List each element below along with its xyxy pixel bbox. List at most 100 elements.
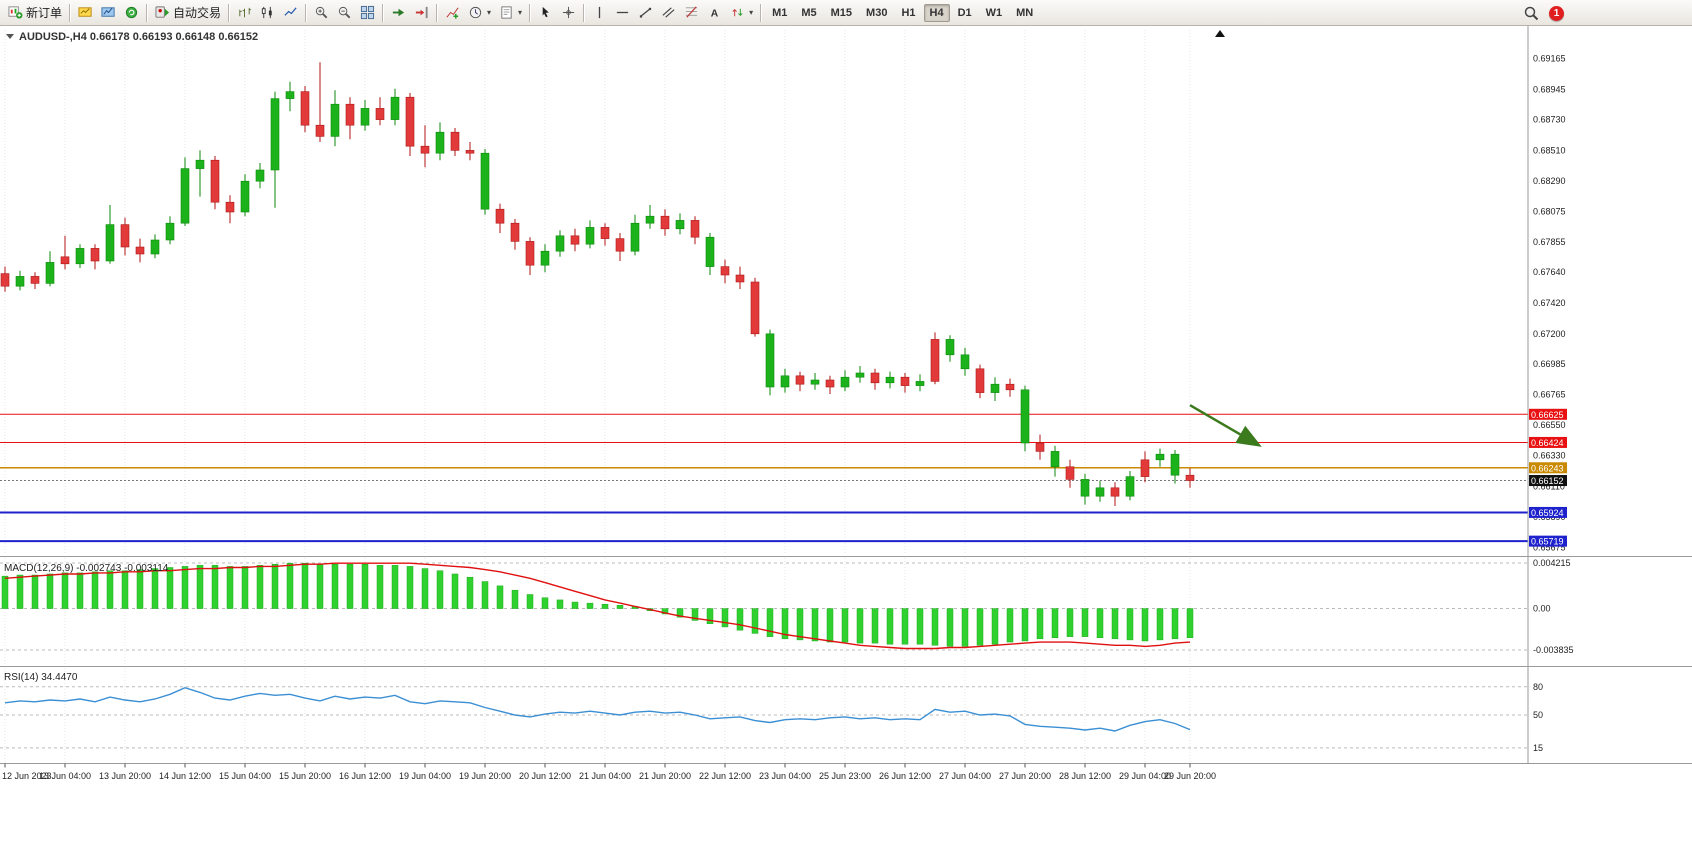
toolbar-separator (305, 3, 308, 22)
macd-histogram-bar (1021, 608, 1029, 642)
autotrading-button[interactable]: 自动交易 (151, 1, 225, 25)
arrows-tool-button[interactable]: ▾ (726, 1, 757, 25)
time-axis-label: 22 Jun 12:00 (699, 771, 751, 781)
one-click-trading-toggle[interactable] (6, 34, 14, 39)
line-chart-button[interactable] (279, 1, 302, 25)
vertical-line-tool-button[interactable] (588, 1, 611, 25)
macd-histogram-bar (301, 562, 309, 609)
candle-body (810, 379, 820, 385)
auto-scroll-icon (392, 8, 405, 17)
timeframe-button-m30[interactable]: M30 (866, 6, 888, 19)
macd-histogram-bar (886, 608, 894, 645)
candle-body (1170, 453, 1180, 476)
price-axis-label: 0.68075 (1533, 206, 1566, 216)
indicators-button[interactable] (441, 1, 464, 25)
macd-histogram-bar (241, 566, 249, 609)
tile-windows-button[interactable] (356, 1, 379, 25)
trend-arrow-annotation[interactable] (1189, 404, 1262, 447)
refresh-button[interactable] (120, 1, 143, 25)
time-axis-label: 26 Jun 12:00 (879, 771, 931, 781)
macd-histogram-bar (196, 565, 204, 609)
candle-body (255, 169, 265, 182)
zoom-out-button[interactable] (333, 1, 356, 25)
price-chart-canvas[interactable]: AUDUSD-,H4 0.66178 0.66193 0.66148 0.661… (0, 26, 1692, 848)
toolbar-separator (382, 3, 385, 22)
notification-badge[interactable]: 1 (1549, 5, 1564, 21)
candle-body (630, 222, 640, 252)
new-chart-button[interactable] (74, 1, 97, 25)
time-axis-label: 27 Jun 04:00 (939, 771, 991, 781)
main-toolbar: 新订单 自动交易 (0, 0, 1692, 26)
timeframe-button-h4[interactable]: H4 (923, 3, 950, 22)
timeframe-button-mn[interactable]: MN (1016, 6, 1034, 19)
candlestick-chart-button[interactable] (256, 1, 279, 25)
macd-axis-label: 0.00 (1533, 604, 1551, 614)
templates-button[interactable]: ▾ (495, 1, 526, 25)
macd-histogram-bar (1171, 608, 1179, 640)
candle-body (270, 98, 280, 171)
macd-histogram-bar (1111, 608, 1119, 640)
rsi-label: RSI(14) 34.4470 (4, 672, 78, 683)
cursor-button[interactable] (534, 1, 557, 25)
time-axis-label: 21 Jun 04:00 (579, 771, 631, 781)
macd-histogram-bar (1006, 608, 1014, 643)
candle-body (555, 235, 565, 252)
candle-body (60, 256, 70, 265)
price-level-badge-text: 0.66424 (1531, 438, 1564, 448)
crosshair-button[interactable] (557, 1, 580, 25)
fibonacci-tool-button[interactable] (680, 1, 703, 25)
search-icon (1524, 6, 1539, 21)
macd-histogram-bar (136, 569, 144, 609)
channel-tool-button[interactable] (657, 1, 680, 25)
candle-body (105, 224, 115, 262)
macd-histogram-bar (676, 608, 684, 618)
timeframe-button-d1[interactable]: D1 (957, 6, 972, 19)
price-axis-label: 0.68510 (1533, 145, 1566, 155)
rsi-axis-label: 15 (1533, 743, 1543, 753)
new-order-button[interactable]: 新订单 (4, 1, 66, 25)
time-axis-label: 20 Jun 12:00 (519, 771, 571, 781)
chart-shift-marker[interactable] (1215, 30, 1225, 37)
line-chart-icon (284, 7, 297, 16)
search-button[interactable] (1519, 1, 1543, 25)
periods-button[interactable]: ▾ (464, 1, 495, 25)
candlestick-chart-icon (261, 6, 272, 19)
timeframe-button-m5[interactable]: M5 (801, 6, 817, 19)
timeframe-button-w1[interactable]: W1 (985, 6, 1003, 19)
timeframe-button-m1[interactable]: M1 (772, 6, 788, 19)
candle-body (1185, 474, 1195, 481)
horizontal-line-tool-button[interactable] (611, 1, 634, 25)
timeframe-button-h1[interactable]: H1 (901, 6, 916, 19)
macd-histogram-bar (976, 608, 984, 646)
price-level-badge (1529, 408, 1567, 420)
candle-body (1035, 442, 1045, 452)
text-tool-button[interactable]: A (703, 1, 726, 25)
bar-chart-button[interactable] (233, 1, 256, 25)
time-axis-label: 21 Jun 20:00 (639, 771, 691, 781)
zoom-in-button[interactable] (310, 1, 333, 25)
candle-body (765, 333, 775, 388)
macd-histogram-bar (511, 589, 519, 609)
price-axis[interactable]: 0.69165 0.68945 0.68730 0.68510 0.68290 0.680… (1529, 54, 1574, 753)
candle-body (15, 276, 25, 287)
candle-body (540, 250, 550, 266)
chart-shift-button[interactable] (410, 1, 433, 25)
tile-windows-icon (360, 5, 375, 20)
profiles-button[interactable] (97, 1, 120, 25)
candle-body (690, 220, 700, 238)
toolbar-separator (146, 3, 149, 22)
refresh-icon (125, 6, 138, 19)
macd-histogram-bar (796, 608, 804, 641)
macd-histogram-bar (781, 608, 789, 640)
price-axis-label: 0.67640 (1533, 267, 1566, 277)
candle-body (660, 215, 670, 230)
timeframe-button-m15[interactable]: M15 (830, 6, 853, 19)
macd-histogram-bar (331, 563, 339, 609)
candle-body (885, 376, 895, 384)
macd-histogram-bar (1096, 608, 1104, 638)
auto-scroll-button[interactable] (387, 1, 410, 25)
macd-histogram-bar (706, 608, 714, 624)
trendline-tool-button[interactable] (634, 1, 657, 25)
candle-body (1095, 487, 1105, 497)
